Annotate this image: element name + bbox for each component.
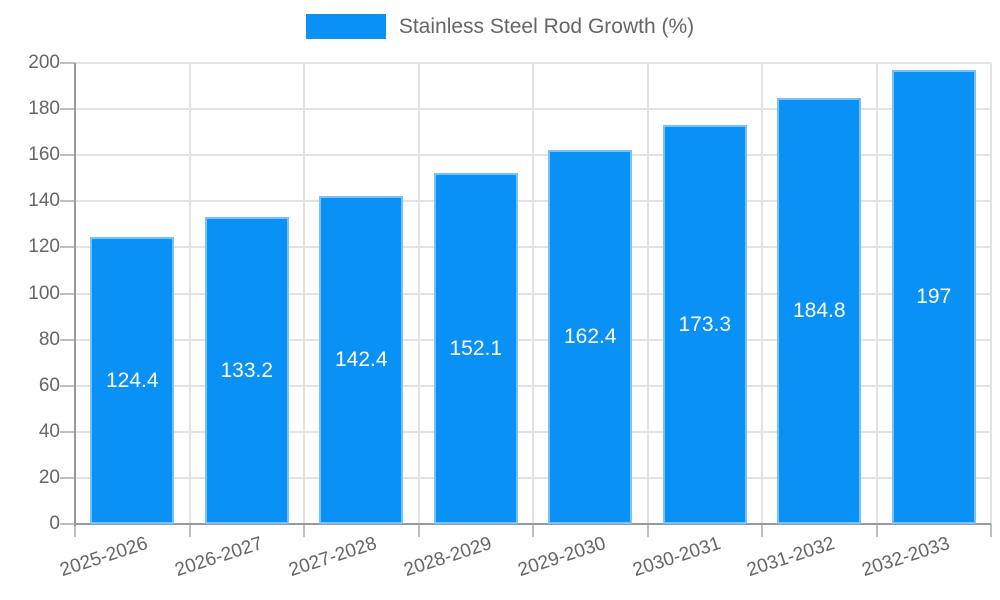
bar-value-label: 184.8 [792,299,846,322]
y-tick-mark [60,292,75,295]
y-axis-label: 80 [38,328,60,350]
y-axis-label: 160 [28,144,60,166]
y-axis-label: 180 [28,98,60,120]
y-axis-label: 40 [38,420,60,442]
x-axis-label: 2031-2032 [744,533,838,582]
bar-value-label: 162.4 [563,325,617,348]
x-axis-line [74,523,991,525]
x-gridline [761,63,763,524]
y-axis-line [74,63,76,526]
bar: 152.1 [433,173,518,524]
y-tick-mark [60,246,75,249]
y-tick-mark [60,62,75,64]
x-tick-mark [875,524,878,537]
legend-label: Stainless Steel Rod Growth (%) [398,14,695,38]
x-gridline [646,63,649,524]
y-tick-mark [60,200,75,203]
x-axis-label: 2027-2028 [286,533,380,582]
x-axis-label: 2029-2030 [515,533,609,582]
y-tick-mark [60,476,75,479]
x-tick-mark [417,524,420,537]
x-tick-mark [646,524,649,537]
bar: 197 [891,70,976,524]
bar: 184.8 [777,98,862,524]
bar-value-label: 152.1 [449,336,503,360]
x-tick-mark [188,524,191,537]
y-tick-mark [60,108,75,111]
x-gridline [303,63,305,524]
bar: 124.4 [90,237,175,524]
x-gridline [417,63,420,524]
bar: 133.2 [204,217,289,524]
y-axis-label: 200 [28,52,60,73]
y-axis-label: 0 [49,513,60,534]
y-tick-mark [60,154,75,157]
chart-legend[interactable]: Stainless Steel Rod Growth (%) [0,14,1000,39]
x-gridline [875,63,878,524]
x-gridline [532,63,534,524]
bar-value-label: 197 [916,285,952,308]
x-axis-label: 2032-2033 [859,533,953,582]
x-axis-label: 2026-2027 [172,533,266,582]
y-tick-mark [60,384,75,387]
x-axis-label: 2025-2026 [57,533,151,582]
y-tick-mark [60,430,75,433]
bar-value-label: 142.4 [334,348,388,371]
y-axis-label: 100 [28,282,60,304]
x-tick-mark [74,524,76,537]
bar: 142.4 [319,196,404,524]
x-gridline [188,63,191,524]
x-axis-label: 2028-2029 [401,533,495,582]
y-axis-label: 20 [38,466,60,488]
x-tick-mark [532,524,534,537]
bar-value-label: 173.3 [678,312,732,336]
y-tick-mark [60,523,75,525]
x-tick-mark [761,524,763,537]
y-tick-mark [60,338,75,341]
x-gridline [990,63,992,524]
bar: 162.4 [548,150,633,524]
x-tick-mark [303,524,305,537]
y-axis-label: 140 [28,190,60,212]
bar-value-label: 133.2 [220,358,274,382]
y-axis-label: 120 [28,236,60,258]
x-axis-label: 2030-2031 [630,533,724,582]
y-axis-label: 60 [38,374,60,396]
x-tick-mark [990,524,992,537]
bar: 173.3 [662,125,747,524]
legend-swatch-icon [305,14,386,39]
bar-value-label: 124.4 [105,368,159,392]
